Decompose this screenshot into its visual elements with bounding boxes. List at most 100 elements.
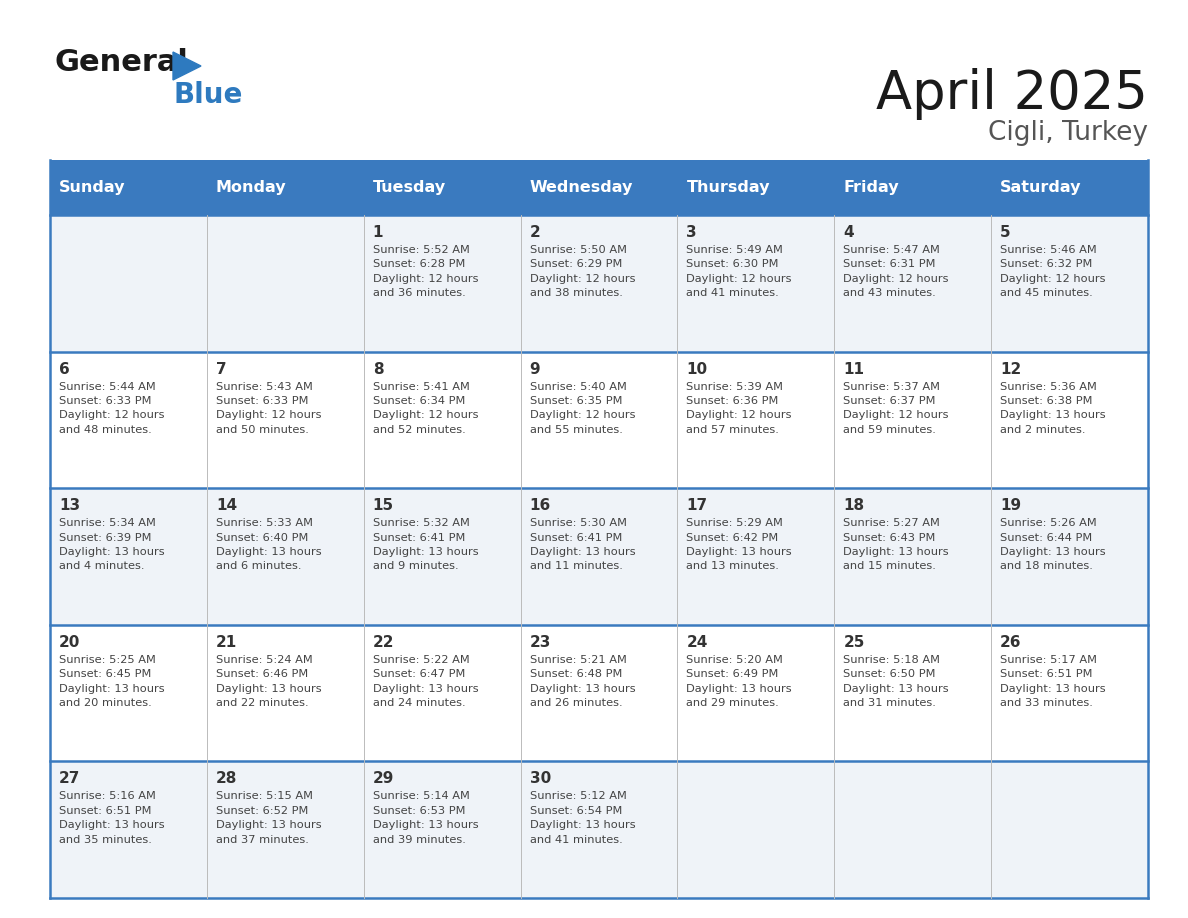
- Text: 4: 4: [843, 225, 854, 240]
- Bar: [834, 488, 991, 625]
- Text: 19: 19: [1000, 498, 1022, 513]
- Bar: [991, 488, 1148, 625]
- Bar: [991, 215, 1148, 352]
- Bar: [677, 761, 834, 898]
- Text: Sunrise: 5:52 AM
Sunset: 6:28 PM
Daylight: 12 hours
and 36 minutes.: Sunrise: 5:52 AM Sunset: 6:28 PM Dayligh…: [373, 245, 479, 298]
- Bar: [50, 488, 207, 625]
- Bar: [520, 215, 677, 352]
- Text: 2: 2: [530, 225, 541, 240]
- Text: 9: 9: [530, 362, 541, 376]
- Bar: [677, 160, 834, 215]
- Bar: [677, 215, 834, 352]
- Bar: [364, 352, 520, 488]
- Text: Sunrise: 5:49 AM
Sunset: 6:30 PM
Daylight: 12 hours
and 41 minutes.: Sunrise: 5:49 AM Sunset: 6:30 PM Dayligh…: [687, 245, 792, 298]
- Text: Thursday: Thursday: [687, 180, 770, 195]
- Text: Sunrise: 5:37 AM
Sunset: 6:37 PM
Daylight: 12 hours
and 59 minutes.: Sunrise: 5:37 AM Sunset: 6:37 PM Dayligh…: [843, 382, 949, 435]
- Text: 21: 21: [216, 635, 238, 650]
- Text: Sunrise: 5:32 AM
Sunset: 6:41 PM
Daylight: 13 hours
and 9 minutes.: Sunrise: 5:32 AM Sunset: 6:41 PM Dayligh…: [373, 518, 479, 571]
- Text: Sunrise: 5:43 AM
Sunset: 6:33 PM
Daylight: 12 hours
and 50 minutes.: Sunrise: 5:43 AM Sunset: 6:33 PM Dayligh…: [216, 382, 322, 435]
- Bar: [991, 160, 1148, 215]
- Bar: [520, 625, 677, 761]
- Bar: [207, 625, 364, 761]
- Text: 10: 10: [687, 362, 708, 376]
- Text: Sunrise: 5:14 AM
Sunset: 6:53 PM
Daylight: 13 hours
and 39 minutes.: Sunrise: 5:14 AM Sunset: 6:53 PM Dayligh…: [373, 791, 479, 845]
- Text: Sunday: Sunday: [59, 180, 126, 195]
- Text: 1: 1: [373, 225, 384, 240]
- Text: Sunrise: 5:12 AM
Sunset: 6:54 PM
Daylight: 13 hours
and 41 minutes.: Sunrise: 5:12 AM Sunset: 6:54 PM Dayligh…: [530, 791, 636, 845]
- Bar: [364, 625, 520, 761]
- Text: 28: 28: [216, 771, 238, 787]
- Bar: [207, 761, 364, 898]
- Text: 12: 12: [1000, 362, 1022, 376]
- Text: Sunrise: 5:21 AM
Sunset: 6:48 PM
Daylight: 13 hours
and 26 minutes.: Sunrise: 5:21 AM Sunset: 6:48 PM Dayligh…: [530, 655, 636, 708]
- Text: Sunrise: 5:29 AM
Sunset: 6:42 PM
Daylight: 13 hours
and 13 minutes.: Sunrise: 5:29 AM Sunset: 6:42 PM Dayligh…: [687, 518, 792, 571]
- Text: Sunrise: 5:41 AM
Sunset: 6:34 PM
Daylight: 12 hours
and 52 minutes.: Sunrise: 5:41 AM Sunset: 6:34 PM Dayligh…: [373, 382, 479, 435]
- Bar: [520, 761, 677, 898]
- Bar: [364, 160, 520, 215]
- Bar: [677, 352, 834, 488]
- Text: 26: 26: [1000, 635, 1022, 650]
- Text: 16: 16: [530, 498, 551, 513]
- Bar: [991, 625, 1148, 761]
- Text: Wednesday: Wednesday: [530, 180, 633, 195]
- Bar: [50, 625, 207, 761]
- Bar: [520, 160, 677, 215]
- Bar: [50, 160, 207, 215]
- Text: Sunrise: 5:30 AM
Sunset: 6:41 PM
Daylight: 13 hours
and 11 minutes.: Sunrise: 5:30 AM Sunset: 6:41 PM Dayligh…: [530, 518, 636, 571]
- Text: Sunrise: 5:26 AM
Sunset: 6:44 PM
Daylight: 13 hours
and 18 minutes.: Sunrise: 5:26 AM Sunset: 6:44 PM Dayligh…: [1000, 518, 1106, 571]
- Bar: [991, 352, 1148, 488]
- Text: 30: 30: [530, 771, 551, 787]
- Text: 17: 17: [687, 498, 708, 513]
- Text: Sunrise: 5:15 AM
Sunset: 6:52 PM
Daylight: 13 hours
and 37 minutes.: Sunrise: 5:15 AM Sunset: 6:52 PM Dayligh…: [216, 791, 322, 845]
- Bar: [364, 761, 520, 898]
- Text: 7: 7: [216, 362, 227, 376]
- Text: 23: 23: [530, 635, 551, 650]
- Text: April 2025: April 2025: [876, 68, 1148, 120]
- Text: 15: 15: [373, 498, 394, 513]
- Text: 13: 13: [59, 498, 80, 513]
- Text: Sunrise: 5:27 AM
Sunset: 6:43 PM
Daylight: 13 hours
and 15 minutes.: Sunrise: 5:27 AM Sunset: 6:43 PM Dayligh…: [843, 518, 949, 571]
- Bar: [207, 352, 364, 488]
- Text: Cigli, Turkey: Cigli, Turkey: [988, 120, 1148, 146]
- Bar: [677, 488, 834, 625]
- Polygon shape: [173, 52, 201, 80]
- Bar: [50, 215, 207, 352]
- Text: Sunrise: 5:33 AM
Sunset: 6:40 PM
Daylight: 13 hours
and 6 minutes.: Sunrise: 5:33 AM Sunset: 6:40 PM Dayligh…: [216, 518, 322, 571]
- Text: 3: 3: [687, 225, 697, 240]
- Bar: [677, 625, 834, 761]
- Bar: [834, 352, 991, 488]
- Text: Sunrise: 5:50 AM
Sunset: 6:29 PM
Daylight: 12 hours
and 38 minutes.: Sunrise: 5:50 AM Sunset: 6:29 PM Dayligh…: [530, 245, 636, 298]
- Text: Sunrise: 5:46 AM
Sunset: 6:32 PM
Daylight: 12 hours
and 45 minutes.: Sunrise: 5:46 AM Sunset: 6:32 PM Dayligh…: [1000, 245, 1106, 298]
- Text: Sunrise: 5:17 AM
Sunset: 6:51 PM
Daylight: 13 hours
and 33 minutes.: Sunrise: 5:17 AM Sunset: 6:51 PM Dayligh…: [1000, 655, 1106, 708]
- Bar: [50, 761, 207, 898]
- Text: 6: 6: [59, 362, 70, 376]
- Bar: [834, 625, 991, 761]
- Text: 22: 22: [373, 635, 394, 650]
- Bar: [834, 761, 991, 898]
- Text: Friday: Friday: [843, 180, 899, 195]
- Bar: [520, 352, 677, 488]
- Bar: [991, 761, 1148, 898]
- Text: 8: 8: [373, 362, 384, 376]
- Text: 25: 25: [843, 635, 865, 650]
- Text: Blue: Blue: [173, 81, 242, 109]
- Text: Sunrise: 5:18 AM
Sunset: 6:50 PM
Daylight: 13 hours
and 31 minutes.: Sunrise: 5:18 AM Sunset: 6:50 PM Dayligh…: [843, 655, 949, 708]
- Text: Sunrise: 5:16 AM
Sunset: 6:51 PM
Daylight: 13 hours
and 35 minutes.: Sunrise: 5:16 AM Sunset: 6:51 PM Dayligh…: [59, 791, 165, 845]
- Text: Saturday: Saturday: [1000, 180, 1081, 195]
- Text: 27: 27: [59, 771, 81, 787]
- Text: 14: 14: [216, 498, 236, 513]
- Bar: [364, 488, 520, 625]
- Bar: [50, 352, 207, 488]
- Text: Sunrise: 5:40 AM
Sunset: 6:35 PM
Daylight: 12 hours
and 55 minutes.: Sunrise: 5:40 AM Sunset: 6:35 PM Dayligh…: [530, 382, 636, 435]
- Text: Monday: Monday: [216, 180, 286, 195]
- Bar: [207, 160, 364, 215]
- Text: Sunrise: 5:34 AM
Sunset: 6:39 PM
Daylight: 13 hours
and 4 minutes.: Sunrise: 5:34 AM Sunset: 6:39 PM Dayligh…: [59, 518, 165, 571]
- Bar: [207, 215, 364, 352]
- Bar: [207, 488, 364, 625]
- Text: Sunrise: 5:39 AM
Sunset: 6:36 PM
Daylight: 12 hours
and 57 minutes.: Sunrise: 5:39 AM Sunset: 6:36 PM Dayligh…: [687, 382, 792, 435]
- Bar: [834, 160, 991, 215]
- Text: 20: 20: [59, 635, 81, 650]
- Bar: [520, 488, 677, 625]
- Bar: [834, 215, 991, 352]
- Text: Sunrise: 5:20 AM
Sunset: 6:49 PM
Daylight: 13 hours
and 29 minutes.: Sunrise: 5:20 AM Sunset: 6:49 PM Dayligh…: [687, 655, 792, 708]
